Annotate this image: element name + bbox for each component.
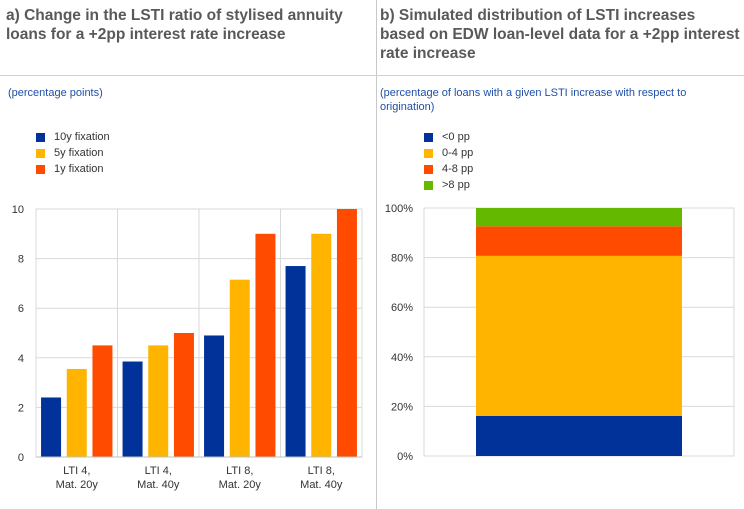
stacked-segment — [476, 208, 682, 227]
bar — [122, 361, 143, 457]
legend-item: 0-4 pp — [424, 145, 473, 161]
legend-swatch — [36, 132, 45, 142]
chart-a-legend: 10y fixation 5y fixation 1y fixation — [36, 129, 110, 177]
legend-item: 5y fixation — [36, 145, 110, 161]
legend-label: 10y fixation — [54, 131, 110, 143]
bar — [336, 209, 357, 457]
legend-item: 10y fixation — [36, 129, 110, 145]
bar — [204, 335, 225, 457]
legend-swatch — [36, 148, 45, 158]
header-divider — [0, 75, 744, 76]
legend-swatch — [424, 132, 433, 142]
y-tick-label: 40% — [391, 352, 413, 364]
bar — [148, 345, 169, 457]
legend-item: <0 pp — [424, 129, 473, 145]
legend-swatch — [36, 164, 45, 174]
y-tick-label: 0 — [18, 452, 24, 464]
legend-label: 0-4 pp — [442, 147, 474, 159]
y-tick-label: 60% — [391, 302, 413, 314]
y-tick-label: 2 — [18, 402, 24, 414]
stacked-segment — [476, 415, 682, 456]
x-tick-label: Mat. 40y — [300, 479, 343, 491]
legend-swatch — [424, 164, 433, 174]
y-tick-label: 20% — [391, 401, 413, 413]
bar — [285, 266, 306, 457]
bar — [66, 368, 87, 457]
legend-swatch — [424, 148, 433, 158]
bar — [41, 397, 62, 457]
x-tick-label: Mat. 40y — [137, 479, 180, 491]
chart-a-subtitle: (percentage points) — [8, 87, 103, 99]
y-tick-label: 80% — [391, 253, 413, 265]
panel-a: a) Change in the LSTI ratio of stylised … — [6, 7, 363, 491]
bar — [229, 279, 250, 457]
legend-label: 5y fixation — [54, 147, 104, 159]
bar — [311, 233, 332, 457]
x-tick-label: LTI 4, — [145, 465, 172, 477]
y-tick-label: 4 — [18, 353, 24, 365]
legend-label: 4-8 pp — [442, 163, 474, 175]
bar — [255, 233, 276, 457]
y-tick-label: 8 — [18, 254, 24, 266]
panel-b: b) Simulated distribution of LSTI increa… — [377, 0, 744, 509]
legend-item: 4-8 pp — [424, 161, 473, 177]
stacked-segment — [476, 255, 682, 416]
legend-swatch — [424, 180, 433, 190]
y-tick-label: 6 — [18, 303, 24, 315]
chart-b-subtitle: (percentage of loans with a given LSTI i… — [380, 87, 687, 113]
legend-label: 1y fixation — [54, 163, 104, 175]
y-tick-label: 100% — [385, 203, 413, 215]
chart-b-svg: 0% 20% 40% 60% 80% 100% — [385, 203, 735, 463]
panel-divider — [376, 0, 377, 509]
x-tick-label: LTI 8, — [308, 465, 335, 477]
legend-item: >8 pp — [424, 177, 473, 193]
y-tick-label: 0% — [397, 451, 413, 463]
bar — [173, 333, 194, 457]
x-tick-label: LTI 8, — [226, 465, 253, 477]
chart-a-title: a) Change in the LSTI ratio of stylised … — [6, 7, 343, 43]
x-tick-label: LTI 4, — [63, 465, 90, 477]
chart-b-legend: <0 pp 0-4 pp 4-8 pp >8 pp — [424, 129, 473, 193]
legend-label: <0 pp — [442, 131, 470, 143]
legend-item: 1y fixation — [36, 161, 110, 177]
chart-a-svg: 0 2 4 6 8 10 LTI 4, Mat. 20y LTI 4, Mat. 40y LTI 8… — [12, 204, 363, 491]
stacked-segment — [476, 226, 682, 256]
chart-b-title: b) Simulated distribution of LSTI increa… — [380, 7, 740, 62]
legend-label: >8 pp — [442, 179, 470, 191]
y-tick-label: 10 — [12, 204, 24, 216]
bar — [92, 345, 113, 457]
x-tick-label: Mat. 20y — [56, 479, 99, 491]
x-tick-label: Mat. 20y — [219, 479, 262, 491]
